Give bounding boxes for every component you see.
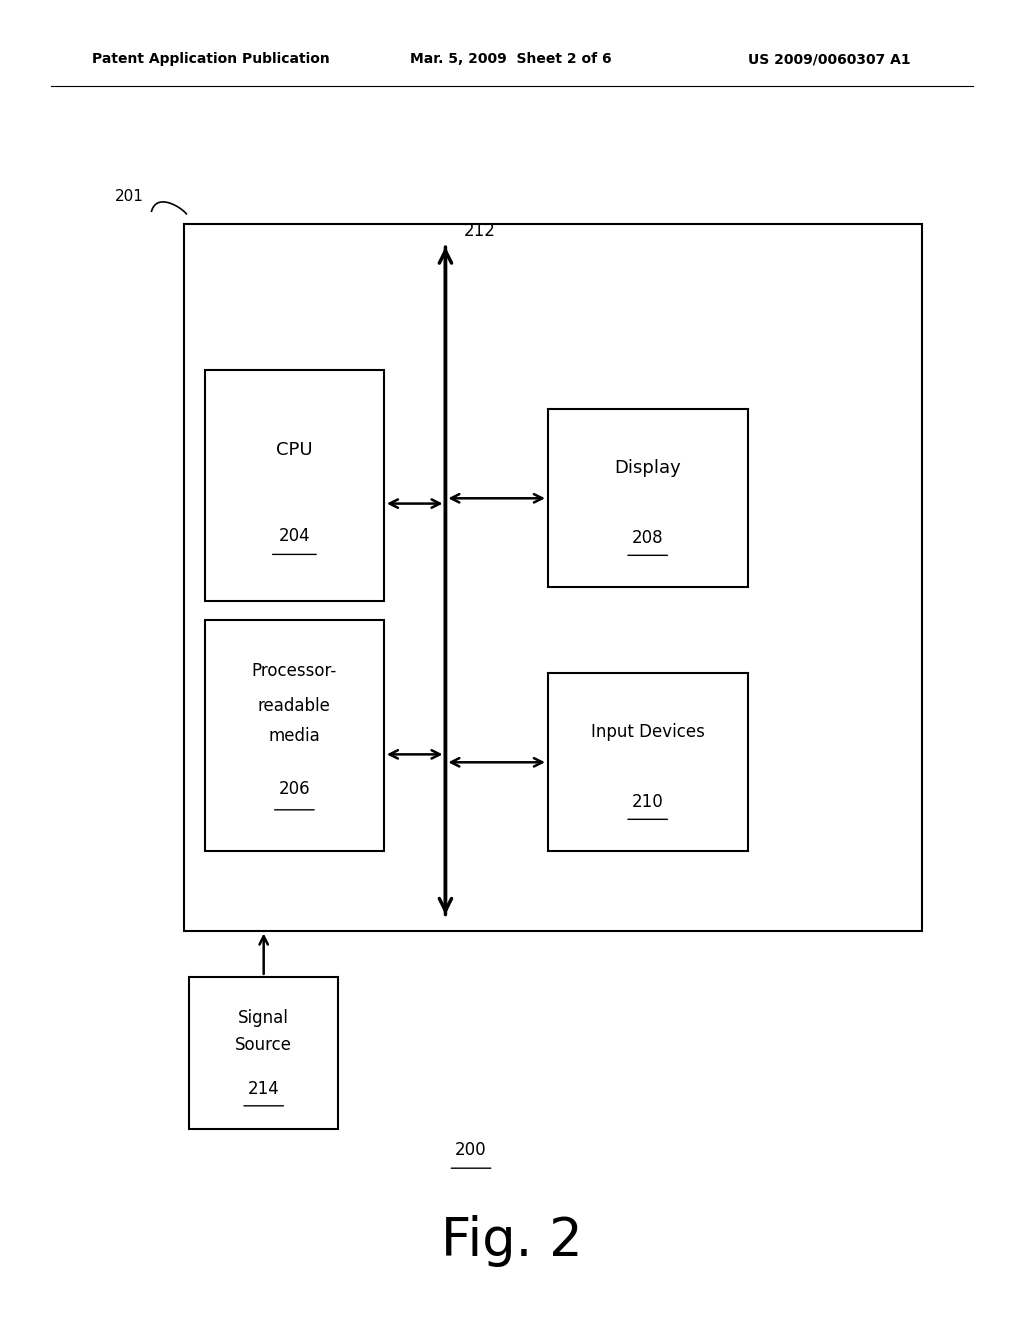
Text: 210: 210 bbox=[632, 792, 664, 810]
Text: media: media bbox=[268, 727, 321, 744]
Text: Patent Application Publication: Patent Application Publication bbox=[92, 53, 330, 66]
Text: Fig. 2: Fig. 2 bbox=[441, 1214, 583, 1267]
Text: 206: 206 bbox=[279, 780, 310, 799]
Text: Source: Source bbox=[236, 1036, 292, 1055]
Bar bbox=[548, 409, 748, 587]
Text: Mar. 5, 2009  Sheet 2 of 6: Mar. 5, 2009 Sheet 2 of 6 bbox=[410, 53, 611, 66]
Bar bbox=[205, 620, 384, 851]
Bar bbox=[189, 977, 338, 1129]
Bar bbox=[184, 224, 922, 931]
Text: 212: 212 bbox=[464, 222, 496, 240]
Text: US 2009/0060307 A1: US 2009/0060307 A1 bbox=[748, 53, 910, 66]
Text: readable: readable bbox=[258, 697, 331, 715]
Text: 208: 208 bbox=[632, 528, 664, 546]
Bar bbox=[205, 370, 384, 601]
Text: 201: 201 bbox=[115, 189, 143, 203]
Text: CPU: CPU bbox=[276, 441, 312, 459]
Text: Signal: Signal bbox=[239, 1008, 289, 1027]
Text: Processor-: Processor- bbox=[252, 663, 337, 680]
Text: Input Devices: Input Devices bbox=[591, 723, 705, 741]
Bar bbox=[548, 673, 748, 851]
Text: 200: 200 bbox=[456, 1140, 486, 1159]
Text: 214: 214 bbox=[248, 1080, 280, 1098]
Text: Display: Display bbox=[614, 459, 681, 477]
Text: 204: 204 bbox=[279, 527, 310, 545]
